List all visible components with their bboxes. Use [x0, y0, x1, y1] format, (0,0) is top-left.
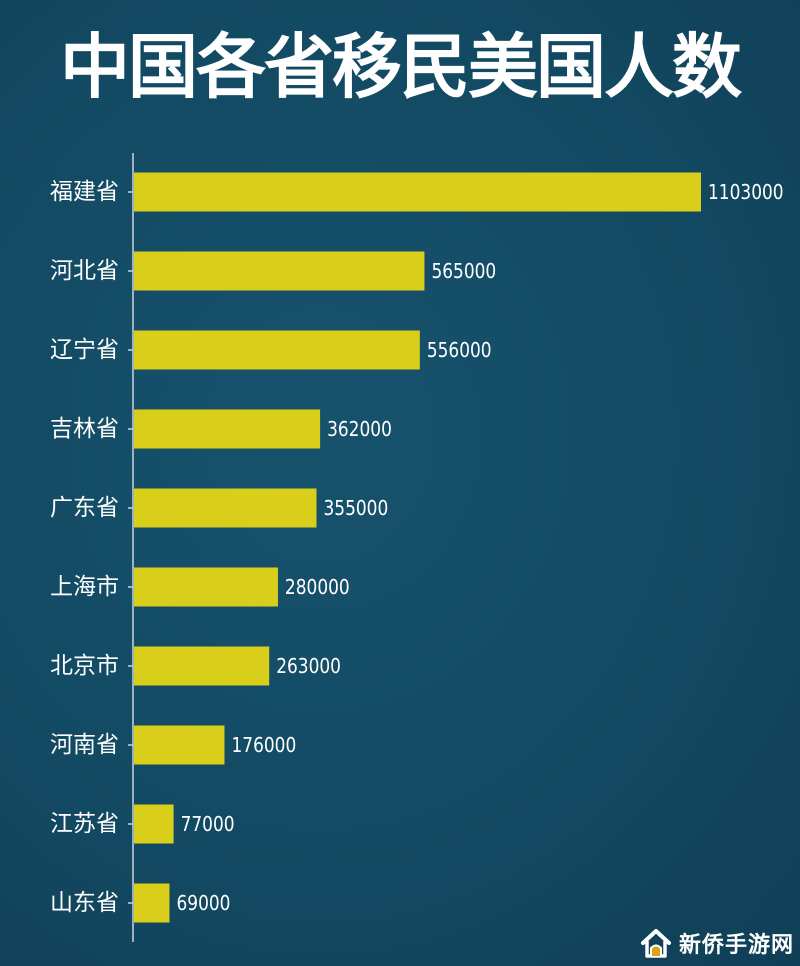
bar-3 [134, 409, 321, 449]
chart-title: 中国各省移民美国人数 [60, 26, 742, 108]
category-label: 河北省 [50, 258, 119, 284]
bar-6 [134, 646, 270, 686]
category-label: 吉林省 [50, 416, 119, 442]
bar-1 [134, 251, 425, 291]
house-logo-icon [640, 929, 671, 958]
watermark: 新侨手游网 [639, 926, 794, 960]
category-label: 山东省 [50, 890, 119, 916]
value-label: 69000 [176, 891, 230, 915]
bar-8 [134, 804, 174, 844]
category-label: 辽宁省 [50, 337, 119, 363]
bar-4 [134, 488, 317, 528]
category-label: 广东省 [50, 495, 119, 521]
category-label: 福建省 [50, 179, 119, 205]
bar-7 [134, 725, 225, 765]
category-label: 北京市 [50, 653, 119, 679]
value-label: 280000 [285, 575, 350, 599]
watermark-text: 新侨手游网 [678, 932, 794, 958]
bar-2 [134, 330, 420, 370]
category-label: 河南省 [50, 732, 119, 758]
category-label: 江苏省 [50, 811, 119, 837]
value-label: 1103000 [708, 180, 784, 204]
value-label: 556000 [427, 338, 492, 362]
value-label: 565000 [431, 259, 496, 283]
bar-5 [134, 567, 278, 607]
bar-0 [134, 172, 701, 212]
value-label: 355000 [323, 496, 388, 520]
value-label: 362000 [327, 417, 392, 441]
value-label: 176000 [231, 733, 296, 757]
value-label: 263000 [276, 654, 341, 678]
value-label: 77000 [181, 812, 235, 836]
bar-9 [134, 883, 170, 923]
category-label: 上海市 [50, 574, 119, 600]
